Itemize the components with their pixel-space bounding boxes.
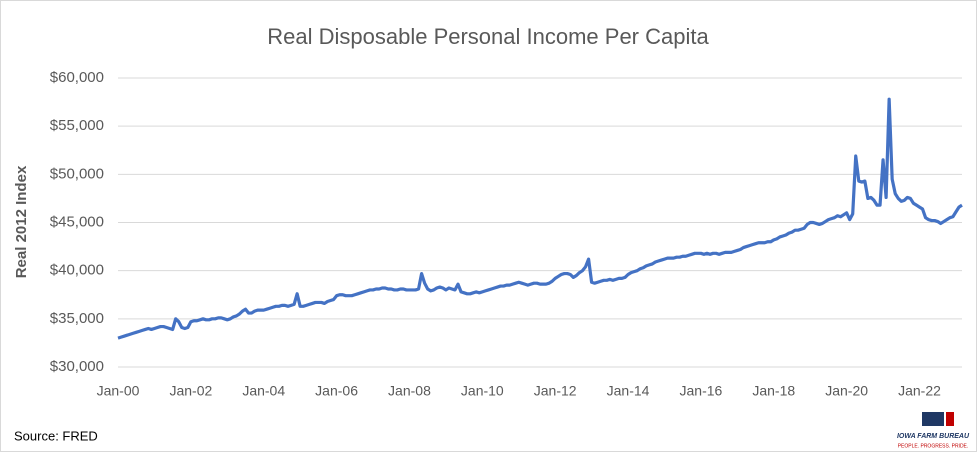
y-tick-label: $55,000 xyxy=(50,117,104,134)
logo-mark xyxy=(946,412,954,426)
x-tick-label: Jan-04 xyxy=(242,383,285,399)
chart-title: Real Disposable Personal Income Per Capi… xyxy=(267,24,709,49)
y-tick-label: $50,000 xyxy=(50,165,104,182)
x-tick-label: Jan-02 xyxy=(169,383,212,399)
x-tick-label: Jan-10 xyxy=(461,383,504,399)
logo-mark xyxy=(922,412,944,426)
x-tick-label: Jan-18 xyxy=(752,383,795,399)
y-tick-label: $35,000 xyxy=(50,310,104,327)
y-tick-label: $60,000 xyxy=(50,69,104,86)
x-tick-label: Jan-08 xyxy=(388,383,431,399)
y-axis-label: Real 2012 Index xyxy=(13,165,30,278)
logo: IOWA FARM BUREAU PEOPLE. PROGRESS. PRIDE… xyxy=(897,412,970,449)
x-tick-label: Jan-16 xyxy=(680,383,723,399)
y-tick-label: $40,000 xyxy=(50,262,104,279)
y-tick-label: $30,000 xyxy=(50,358,104,375)
data-line xyxy=(117,97,963,340)
y-tick-label: $45,000 xyxy=(50,213,104,230)
x-tick-label: Jan-06 xyxy=(315,383,358,399)
logo-tagline: PEOPLE. PROGRESS. PRIDE. xyxy=(898,443,969,449)
x-tick-label: Jan-22 xyxy=(898,383,941,399)
source-note: Source: FRED xyxy=(14,428,98,443)
x-tick-label: Jan-20 xyxy=(825,383,868,399)
logo-name: IOWA FARM BUREAU xyxy=(897,433,970,440)
x-tick-label: Jan-12 xyxy=(534,383,577,399)
x-tick-label: Jan-00 xyxy=(97,383,140,399)
x-tick-label: Jan-14 xyxy=(607,383,650,399)
